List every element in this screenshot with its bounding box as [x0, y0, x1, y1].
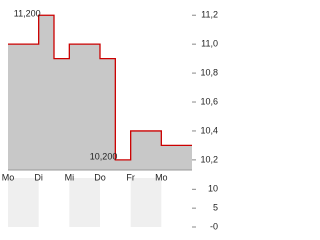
chart: 10 5 -0 10,2 10,4 10,6 10,8 11,0 11,2 Mo Di Mi Do Fr M…	[2, 9, 218, 232]
y-tick-label: 11,2	[201, 10, 218, 20]
annotation: 10,200	[90, 151, 118, 161]
x-tick-label: Di	[34, 172, 43, 182]
y-tick-label: 10,2	[200, 154, 218, 164]
y-tick-label: 5	[213, 203, 218, 213]
day-stripe	[69, 178, 100, 227]
line	[8, 14, 192, 161]
x-tick-label: Fr	[126, 172, 135, 182]
y-tick-label: 10	[208, 184, 218, 194]
y-tick-label: 10,8	[200, 67, 218, 77]
day-stripe	[130, 178, 162, 227]
annotation: 11,200	[14, 9, 41, 19]
area	[8, 15, 192, 170]
day-stripe	[8, 178, 39, 227]
x-tick-label: Do	[94, 172, 106, 182]
y-tick-label: 10,6	[200, 96, 218, 106]
x-tick-label: Mi	[65, 172, 75, 182]
y-tick-label: 11,0	[201, 39, 218, 49]
y-tick-label: -0	[210, 221, 218, 231]
y-tick-label: 10,4	[200, 125, 218, 135]
x-tick-label: Mo	[155, 172, 168, 182]
x-tick-label: Mo	[2, 172, 15, 182]
